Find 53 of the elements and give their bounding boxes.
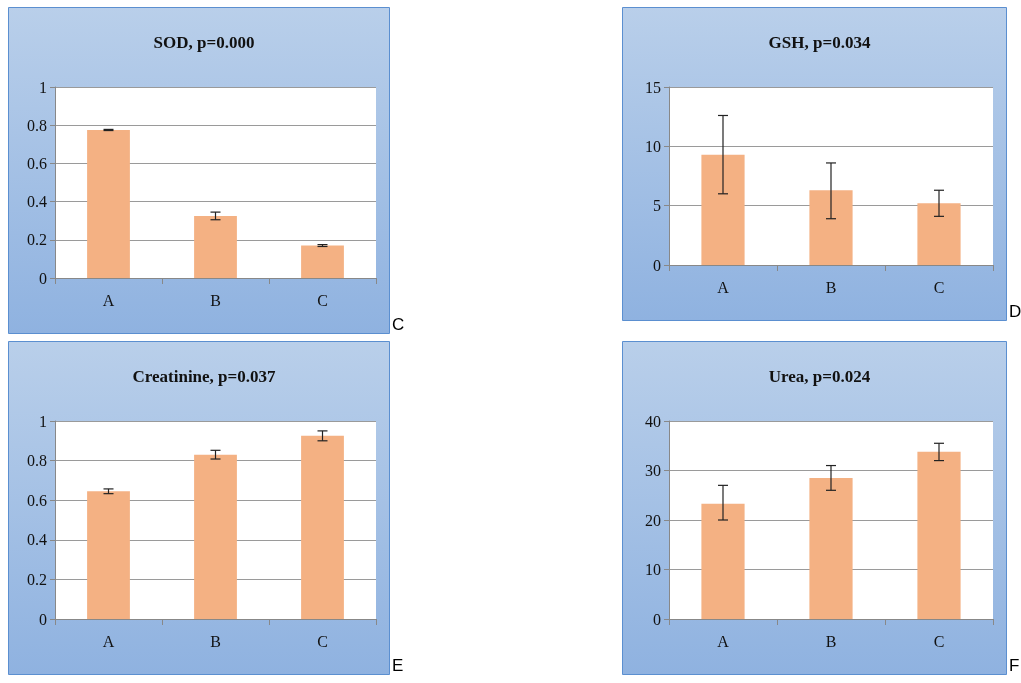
bar xyxy=(701,154,745,265)
bar xyxy=(809,477,853,619)
x-tick-label: C xyxy=(933,278,945,296)
text: D xyxy=(1009,302,1021,321)
y-tick-label: 20 xyxy=(645,511,661,529)
y-tick-label: 0 xyxy=(39,269,47,287)
y-tick-label: 0.4 xyxy=(27,193,47,211)
bar xyxy=(301,435,344,619)
x-tick-label: A xyxy=(102,291,115,309)
y-tick-label: 0 xyxy=(653,256,661,274)
y-tick-label: 0.2 xyxy=(27,231,47,249)
x-tick-label: A xyxy=(717,278,730,296)
x-tick-label: B xyxy=(210,291,221,309)
y-tick-label: 10 xyxy=(645,561,661,578)
bar xyxy=(87,129,130,278)
bar xyxy=(809,190,853,265)
y-tick-label: 0.8 xyxy=(27,116,47,134)
y-tick-label: 5 xyxy=(653,197,661,215)
chart-title: Creatinine, p=0.037 xyxy=(132,367,277,386)
bar xyxy=(194,215,237,278)
x-tick-label: C xyxy=(933,632,945,650)
x-tick-label: A xyxy=(102,632,115,650)
bar xyxy=(87,491,130,619)
chart-title: SOD, p=0.000 xyxy=(153,33,255,52)
bar xyxy=(917,203,961,265)
y-tick-label: 0 xyxy=(653,610,661,628)
chart-title: GSH, p=0.034 xyxy=(768,33,871,52)
y-tick-label: 1 xyxy=(39,412,47,430)
y-tick-label: 0 xyxy=(39,610,47,628)
y-tick-label: 1 xyxy=(39,78,47,96)
y-tick-label: 0.8 xyxy=(27,452,47,470)
x-tick-label: C xyxy=(317,291,328,309)
chart-title: Urea, p=0.024 xyxy=(768,367,871,386)
text: E xyxy=(392,656,404,675)
x-tick-label: B xyxy=(210,632,221,650)
y-tick-label: 0.6 xyxy=(27,154,47,172)
y-tick-label: 15 xyxy=(645,78,661,96)
bar xyxy=(917,451,961,619)
bar xyxy=(701,503,745,619)
x-tick-label: B xyxy=(825,632,837,650)
bar xyxy=(301,245,344,278)
x-tick-label: B xyxy=(825,278,837,296)
y-tick-label: 10 xyxy=(645,137,661,155)
text: F xyxy=(1009,656,1020,675)
y-tick-label: 0.6 xyxy=(27,491,47,509)
bar xyxy=(194,454,237,619)
y-tick-label: 30 xyxy=(645,462,661,479)
x-tick-label: A xyxy=(717,632,730,650)
text: C xyxy=(392,315,405,334)
y-tick-label: 40 xyxy=(645,412,661,430)
y-tick-label: 0.4 xyxy=(27,531,47,549)
x-tick-label: C xyxy=(317,632,328,650)
y-tick-label: 0.2 xyxy=(27,570,47,588)
